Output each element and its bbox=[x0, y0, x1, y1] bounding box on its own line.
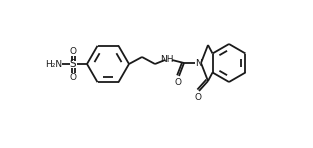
Text: O: O bbox=[194, 92, 202, 102]
Text: H₂N: H₂N bbox=[45, 59, 63, 69]
Text: N: N bbox=[195, 58, 201, 67]
Text: NH: NH bbox=[160, 54, 174, 63]
Text: O: O bbox=[69, 46, 76, 56]
Text: O: O bbox=[69, 73, 76, 82]
Text: O: O bbox=[175, 78, 182, 86]
Text: S: S bbox=[70, 59, 76, 69]
